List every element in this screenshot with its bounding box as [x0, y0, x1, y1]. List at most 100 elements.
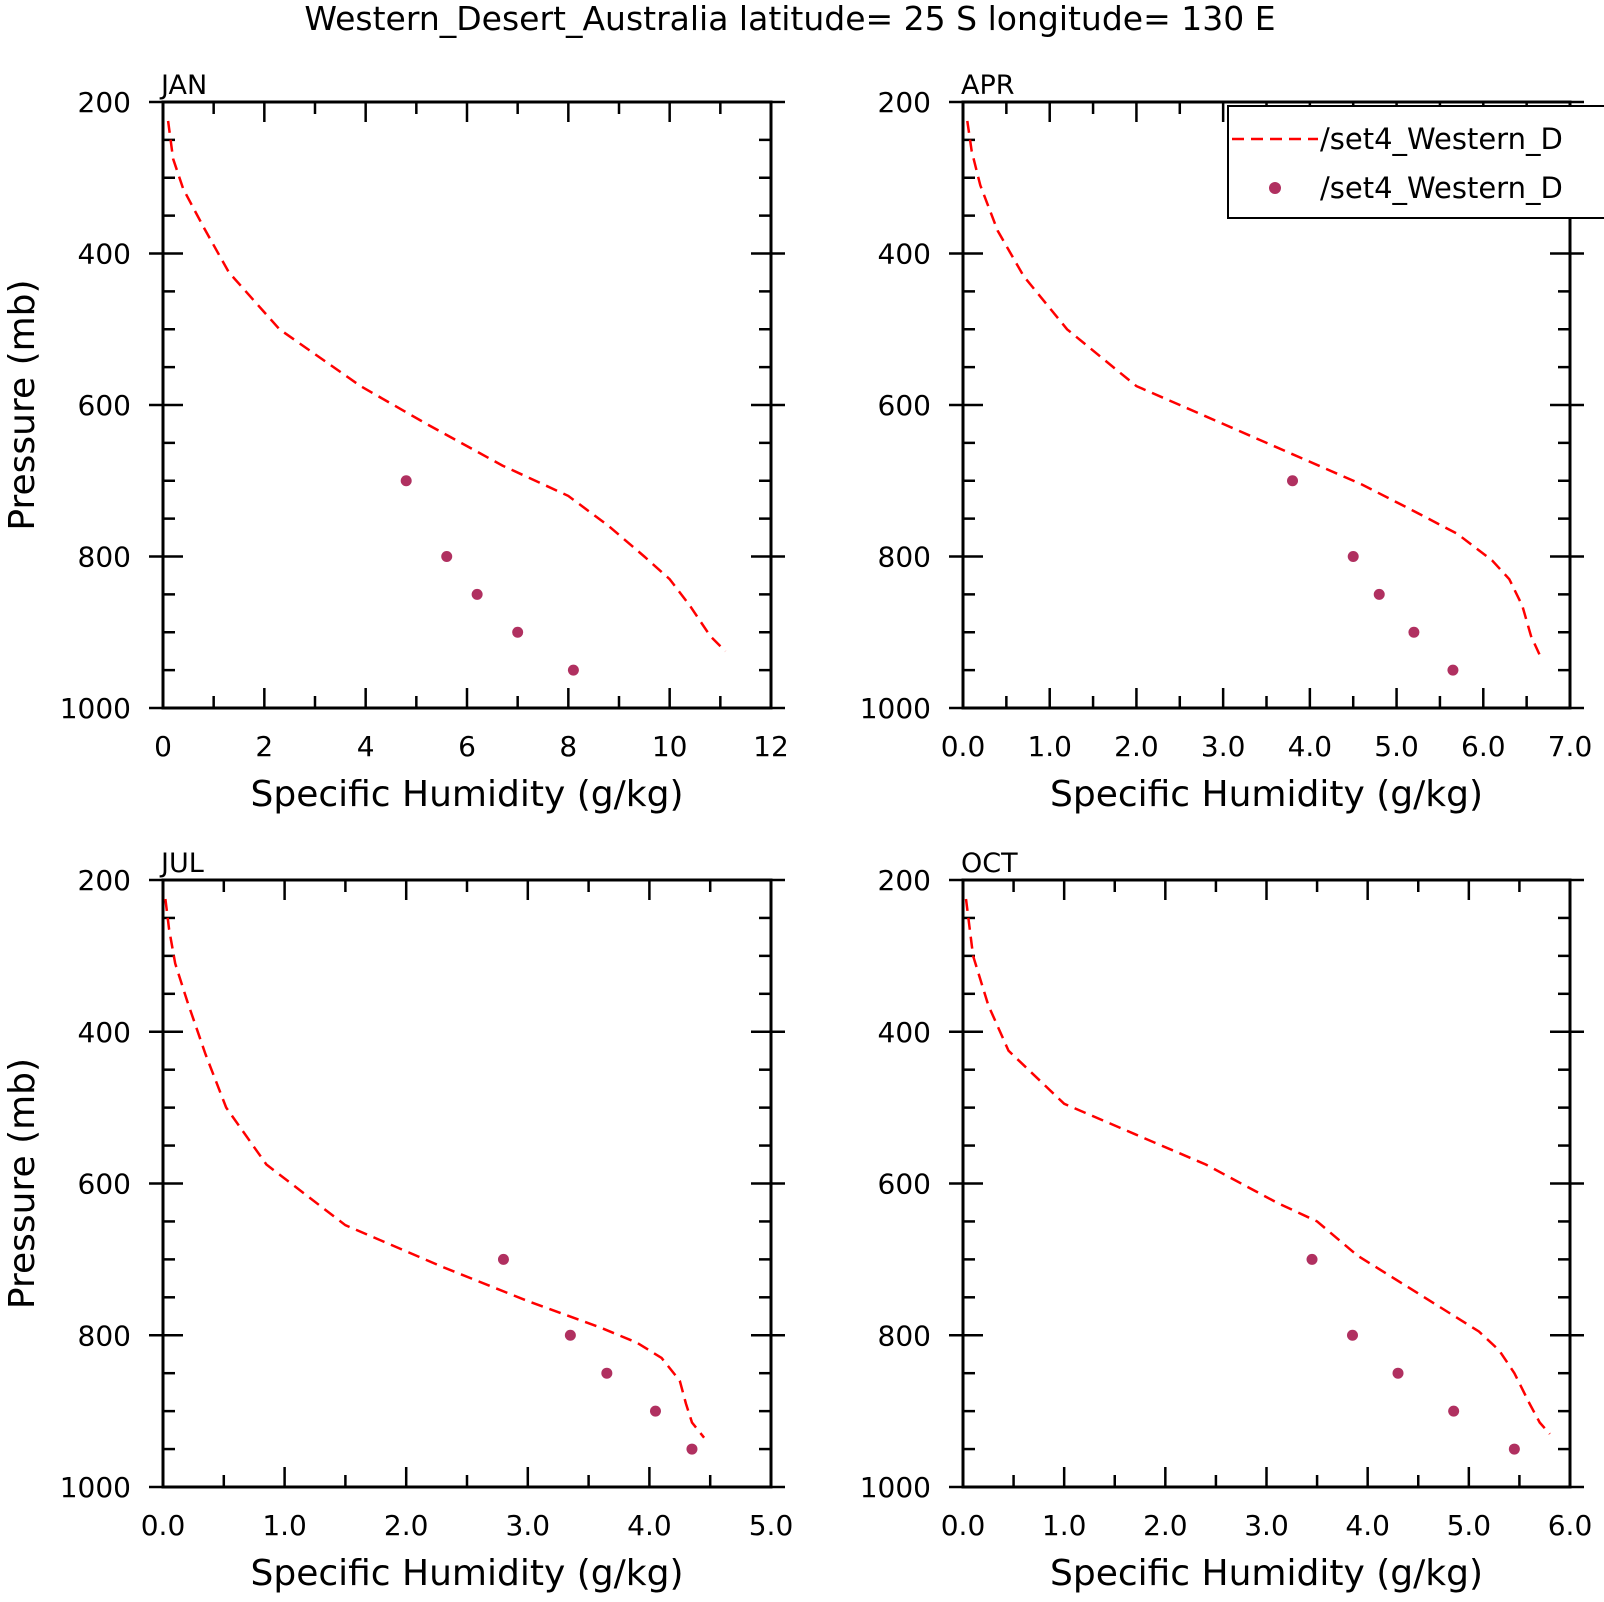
y-tick-label: 1000 [60, 1471, 131, 1504]
x-tick-label: 6 [458, 730, 476, 763]
x-axis-label: Specific Humidity (g/kg) [250, 774, 683, 815]
x-tick-label: 0.0 [141, 1509, 186, 1542]
legend-label: /set4_Western_D [1320, 171, 1563, 205]
obs-point [564, 1329, 576, 1341]
x-axis-label: Specific Humidity (g/kg) [250, 1553, 683, 1594]
panel-apr: APR 0.0 1.0 2.0 3.0 4.0 5.0 6.0 7.0 200 400 600 800 1… [860, 70, 1604, 815]
x-tick-label: 2.0 [384, 1509, 429, 1542]
panel-label: APR [961, 70, 1015, 101]
plot-frame [961, 878, 1572, 1489]
obs-point [1408, 626, 1420, 638]
y-tick-label: 600 [878, 389, 931, 422]
x-tick-label: 1.0 [262, 1509, 307, 1542]
x-axis-label: Specific Humidity (g/kg) [1050, 1553, 1483, 1594]
legend-label: /set4_Western_D [1320, 122, 1563, 156]
chart-title: Western_Desert_Australia latitude= 25 S … [304, 0, 1275, 38]
y-axis-label: Pressure (mb) [2, 279, 43, 530]
obs-point [686, 1443, 698, 1455]
obs-point [649, 1405, 661, 1417]
x-tick-label: 4.0 [1288, 730, 1333, 763]
x-tick-label: 0 [154, 730, 172, 763]
y-tick-label: 200 [78, 86, 131, 119]
y-tick-label: 200 [878, 86, 931, 119]
obs-point [1306, 1253, 1318, 1265]
y-tick-label: 1000 [60, 692, 131, 725]
legend: /set4_Western_D/set4_Western_D [1227, 105, 1604, 219]
panel-label: JAN [159, 70, 207, 101]
legend-swatch-marker [1269, 182, 1281, 194]
y-tick-label: 800 [878, 541, 931, 574]
x-tick-label: 6.0 [1461, 730, 1506, 763]
y-tick-label: 400 [878, 238, 931, 271]
model-profile-line [966, 120, 1541, 656]
y-tick-label: 200 [878, 864, 931, 897]
obs-point [1287, 475, 1299, 487]
y-tick-label: 600 [78, 389, 131, 422]
x-tick-label: 5.0 [1447, 1509, 1492, 1542]
x-tick-label: 1.0 [1027, 730, 1072, 763]
x-tick-label: 2.0 [1143, 1509, 1188, 1542]
obs-point [471, 588, 483, 600]
panel-jan: JAN 0 2 4 6 8 10 12 200 400 600 800 1000 Specific Hum… [2, 70, 789, 815]
y-axis-label: Pressure (mb) [2, 1058, 43, 1309]
obs-point [1347, 551, 1359, 562]
x-tick-label: 3.0 [506, 1509, 551, 1542]
legend-box [1227, 105, 1604, 219]
x-tick-label: 2.0 [1114, 730, 1159, 763]
y-tick-label: 200 [78, 864, 131, 897]
y-tick-label: 400 [878, 1016, 931, 1049]
x-tick-label: 10 [652, 730, 688, 763]
x-tick-label: 4 [357, 730, 375, 763]
obs-point [497, 1253, 509, 1265]
x-axis-label: Specific Humidity (g/kg) [1050, 774, 1483, 815]
obs-point [1346, 1329, 1358, 1341]
x-tick-label: 0.0 [941, 730, 986, 763]
data-layer [964, 898, 1551, 1455]
plot-frame [161, 878, 773, 1489]
x-tick-label: 2 [255, 730, 273, 763]
x-tick-label: 5.0 [1374, 730, 1419, 763]
panels: JAN 0 2 4 6 8 10 12 200 400 600 800 1000 Specific Hum… [2, 70, 1604, 1594]
obs-point [400, 475, 412, 487]
model-profile-line [164, 898, 706, 1439]
obs-point [1508, 1443, 1520, 1455]
plot-frame [161, 100, 773, 710]
obs-point [567, 664, 579, 676]
x-tick-label: 7.0 [1548, 730, 1593, 763]
obs-point [1447, 664, 1459, 676]
data-layer [966, 120, 1541, 676]
x-tick-label: 5.0 [749, 1509, 794, 1542]
x-tick-label: 6.0 [1548, 1509, 1593, 1542]
obs-point [441, 551, 453, 562]
x-tick-label: 4.0 [1345, 1509, 1390, 1542]
panel-jul: JUL 0.0 1.0 2.0 3.0 4.0 5.0 200 400 600 800 1000 Spe… [2, 848, 793, 1594]
panel-label: JUL [159, 848, 204, 879]
data-layer [166, 120, 727, 676]
y-tick-label: 600 [78, 1168, 131, 1201]
panel-oct: OCT 0.0 1.0 2.0 3.0 4.0 5.0 6.0 200 400 600 800 1000… [860, 848, 1593, 1594]
obs-point [601, 1367, 613, 1379]
x-tick-label: 8 [559, 730, 577, 763]
x-tick-label: 12 [753, 730, 789, 763]
y-tick-label: 1000 [860, 1471, 931, 1504]
x-tick-label: 1.0 [1042, 1509, 1087, 1542]
obs-point [1448, 1405, 1460, 1417]
y-tick-label: 600 [878, 1168, 931, 1201]
obs-point [512, 626, 524, 638]
y-tick-label: 800 [78, 1319, 131, 1352]
obs-point [1373, 588, 1385, 600]
data-layer [164, 898, 706, 1455]
y-tick-label: 400 [78, 238, 131, 271]
y-tick-label: 800 [78, 541, 131, 574]
y-tick-label: 400 [78, 1016, 131, 1049]
x-tick-label: 3.0 [1201, 730, 1246, 763]
x-tick-label: 0.0 [941, 1509, 986, 1542]
model-profile-line [964, 898, 1551, 1435]
y-tick-label: 1000 [860, 692, 931, 725]
y-tick-label: 800 [878, 1319, 931, 1352]
x-tick-label: 3.0 [1244, 1509, 1289, 1542]
x-tick-label: 4.0 [627, 1509, 672, 1542]
panel-label: OCT [961, 848, 1018, 879]
model-profile-line [166, 120, 727, 653]
